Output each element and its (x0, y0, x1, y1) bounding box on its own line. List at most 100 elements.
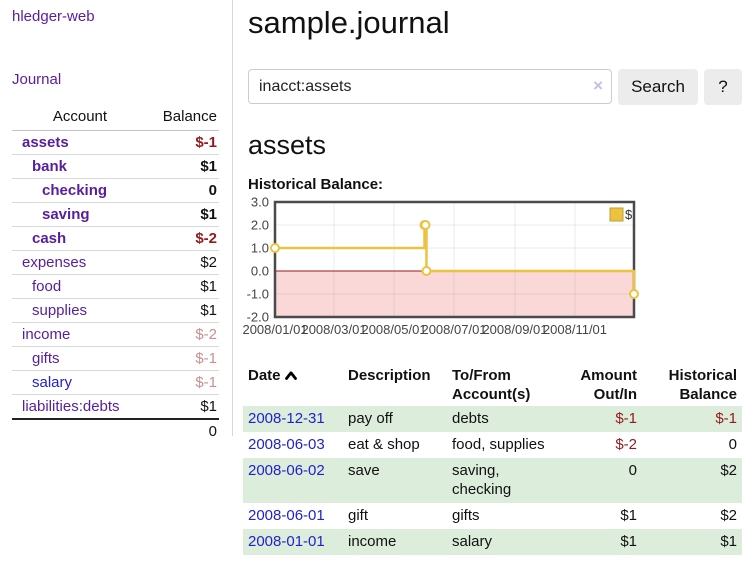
svg-text:2.0: 2.0 (251, 218, 269, 233)
sidebar-account-link[interactable]: gifts (32, 350, 60, 367)
register-header-balance: Historical Balance (668, 367, 737, 403)
svg-text:2008/03/01: 2008/03/01 (301, 322, 366, 337)
transaction-accounts: gifts (452, 507, 480, 524)
sidebar-account-link[interactable]: saving (42, 206, 90, 223)
account-balance: $-1 (195, 134, 217, 151)
accounts-header-account: Account (12, 105, 148, 131)
transaction-amount: $1 (620, 533, 637, 550)
transaction-balance: $2 (720, 462, 737, 479)
transaction-date-link[interactable]: 2008-01-01 (248, 533, 325, 550)
register-header-date[interactable]: Date (243, 364, 343, 406)
sidebar-account-link[interactable]: cash (32, 230, 67, 247)
transaction-description: gift (348, 507, 369, 524)
help-button[interactable]: ? (704, 69, 742, 105)
transaction-balance: $1 (720, 533, 737, 550)
register-header-description: Description (348, 367, 431, 384)
sort-ascending-icon (284, 371, 297, 380)
transaction-description: pay off (348, 410, 393, 427)
account-balance: $1 (200, 398, 217, 415)
sidebar-account-link[interactable]: assets (22, 134, 69, 151)
transaction-description: save (348, 462, 380, 479)
balance-chart-svg[interactable]: $3.0 2.0 1.0 0.0 -1.0 -2.02008/01/012008/03/0… (242, 195, 726, 340)
account-row: liabilities:debts $1 (12, 394, 219, 419)
account-row: salary $-1 (12, 370, 219, 395)
account-row: gifts $-1 (12, 346, 219, 371)
transaction-row: 2008-06-01 gift gifts $1 $2 (243, 503, 742, 529)
account-row: cash $-2 (12, 226, 219, 251)
register-table: Date Description To/From Account(s) Amou… (243, 364, 742, 555)
transaction-date-link[interactable]: 2008-12-31 (248, 410, 325, 427)
account-balance: $-1 (195, 350, 217, 367)
sidebar-account-link[interactable]: liabilities:debts (22, 398, 120, 415)
sidebar-account-link[interactable]: bank (32, 158, 68, 175)
sidebar-account-link[interactable]: income (22, 326, 71, 343)
sidebar-account-link[interactable]: expenses (22, 254, 87, 271)
transaction-row: 2008-12-31 pay off debts $-1 $-1 (243, 406, 742, 432)
register-header-accounts: To/From Account(s) (452, 367, 531, 403)
search-button[interactable]: Search (618, 69, 698, 105)
account-balance: $1 (200, 206, 217, 223)
transaction-date-link[interactable]: 2008-06-03 (248, 436, 325, 453)
transaction-description: income (348, 533, 397, 550)
transaction-row: 2008-06-02 save saving, checking 0 $2 (243, 458, 742, 503)
accounts-total-row: 0 (12, 418, 219, 443)
transaction-balance: $-1 (715, 410, 737, 427)
svg-text:-1.0: -1.0 (247, 287, 269, 302)
svg-text:1.0: 1.0 (251, 241, 269, 256)
svg-text:2008/05/01: 2008/05/01 (361, 322, 426, 337)
transaction-row: 2008-01-01 income salary $1 $1 (243, 529, 742, 555)
account-balance: $1 (200, 278, 217, 295)
account-balance: $1 (200, 158, 217, 175)
account-row: checking 0 (12, 178, 219, 203)
accounts-total-value: 0 (147, 418, 219, 443)
transaction-accounts: salary (452, 533, 493, 550)
transaction-accounts: food, supplies (452, 436, 545, 453)
brand-link[interactable]: hledger-web (12, 8, 95, 25)
sidebar-item-journal[interactable]: Journal (12, 71, 62, 88)
transaction-amount: $1 (620, 507, 637, 524)
transaction-accounts: saving, checking (452, 462, 512, 498)
transaction-date-link[interactable]: 2008-06-02 (248, 462, 325, 479)
account-row: saving $1 (12, 202, 219, 227)
sidebar: hledger-web Journal Account Balance asse… (0, 0, 233, 443)
register-header-amount: Amount Out/In (580, 367, 637, 403)
account-balance: $2 (200, 254, 217, 271)
page-title: sample.journal (248, 5, 450, 40)
svg-text:$: $ (625, 207, 633, 222)
main-content: sample.journal × Search ? assets Histori… (242, 0, 742, 555)
clear-search-icon[interactable]: × (593, 76, 603, 95)
account-balance: $-2 (195, 326, 217, 343)
account-row: assets $-1 (12, 131, 219, 155)
transaction-date-link[interactable]: 2008-06-01 (248, 507, 325, 524)
account-row: food $1 (12, 274, 219, 299)
account-balance: $-2 (195, 230, 217, 247)
svg-text:2008/11/01: 2008/11/01 (543, 322, 607, 337)
accounts-header-balance: Balance (147, 105, 219, 131)
sidebar-account-link[interactable]: salary (32, 374, 73, 391)
svg-text:3.0: 3.0 (251, 195, 269, 210)
svg-text:2008/07/01: 2008/07/01 (421, 322, 486, 337)
search-input[interactable] (248, 69, 612, 104)
transaction-amount: 0 (628, 462, 637, 479)
account-balance: $1 (200, 302, 217, 319)
sidebar-account-link[interactable]: supplies (32, 302, 88, 319)
sidebar-account-link[interactable]: food (32, 278, 62, 295)
search-bar: × Search ? (248, 69, 742, 105)
transaction-balance: $2 (720, 507, 737, 524)
transaction-row: 2008-06-03 eat & shop food, supplies $-2 0 (243, 432, 742, 458)
transaction-accounts: debts (452, 410, 489, 427)
historical-balance-chart[interactable]: $3.0 2.0 1.0 0.0 -1.0 -2.0 2008/01/01 2008/03/0… (242, 195, 742, 342)
sidebar-account-link[interactable]: checking (42, 182, 108, 199)
transaction-amount: $-2 (615, 436, 637, 453)
account-row: income $-2 (12, 322, 219, 347)
svg-text:-2.0: -2.0 (247, 310, 269, 325)
account-heading: assets (248, 130, 327, 160)
account-row: supplies $1 (12, 298, 219, 323)
account-balance: $-1 (195, 374, 217, 391)
transaction-balance: 0 (728, 436, 737, 453)
transaction-description: eat & shop (348, 436, 420, 453)
account-row: expenses $2 (12, 250, 219, 275)
svg-text:2008/09/01: 2008/09/01 (482, 322, 547, 337)
accounts-table: Account Balance assets $-1 bank $1 checking 0… (12, 105, 219, 443)
transaction-amount: $-1 (615, 410, 637, 427)
